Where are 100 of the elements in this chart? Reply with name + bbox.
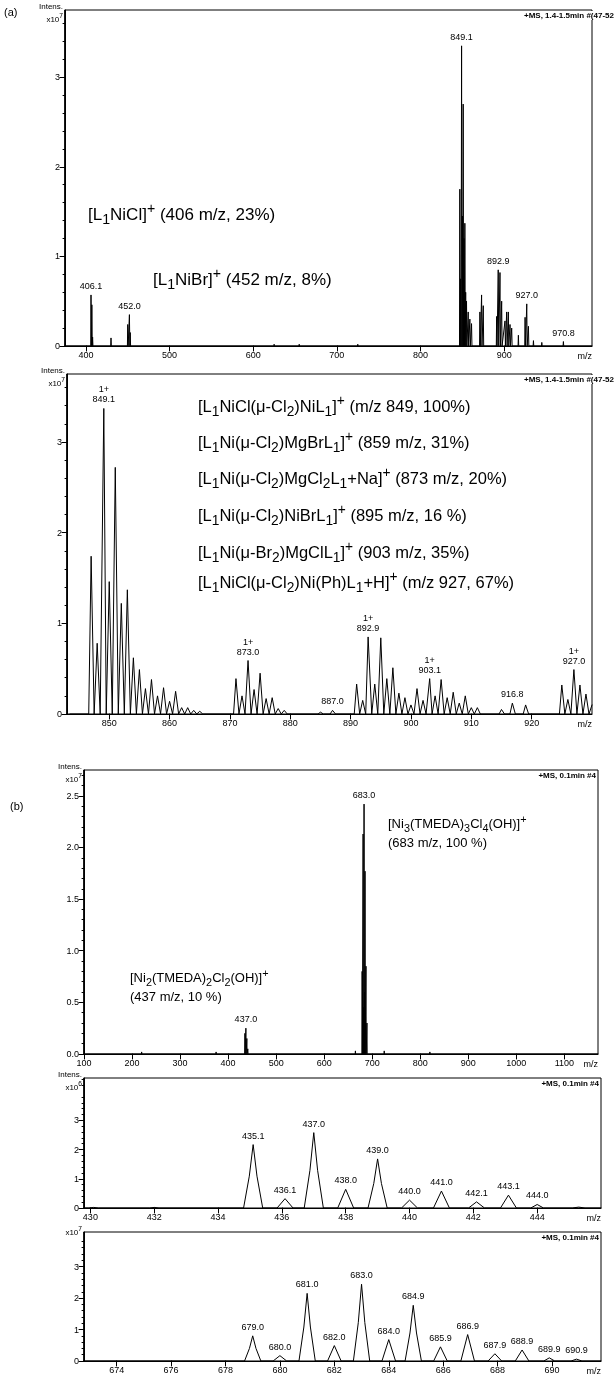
x-tick-label: 438 — [338, 1211, 354, 1222]
chart-title: (a) — [4, 6, 18, 18]
x-tick-label: 700 — [329, 349, 345, 360]
annotation: 438.0 — [334, 1175, 357, 1186]
y-tick-label: 1.0 — [66, 945, 79, 956]
y-tick-label: 0.5 — [66, 997, 79, 1008]
annotation: 1+ 927.0 — [562, 645, 586, 666]
y-tick-label: 1 — [54, 251, 60, 262]
annotation: 684.0 — [377, 1325, 401, 1336]
annotation: 1+ 903.1 — [418, 654, 441, 675]
y-tick-label: 1 — [73, 1173, 79, 1184]
x-axis-title: m/z — [586, 1212, 602, 1223]
annotation: [L$_{1}$NiCl]$^{+}$ (406 m/z, 23%) — [88, 200, 276, 229]
x-tick-label: 690 — [544, 1364, 560, 1375]
x-tick-label: 900 — [496, 349, 512, 360]
annotation: +MS, 1.4-1.5min #(47-52 — [523, 375, 614, 384]
y-tick-label: 2 — [56, 527, 62, 538]
x-tick-label: 400 — [220, 1057, 236, 1068]
y-tick-label: 3 — [73, 1261, 79, 1272]
y-axis-title: Intens. x10$^{7}$ — [57, 762, 82, 784]
x-tick-label: 676 — [163, 1364, 179, 1375]
y-tick-label: 1 — [56, 618, 62, 629]
text: [L$_{1}$NiCl(μ-Cl$_{2}$)NiL$_{1}$]$^{+}$ (m/z 849, 100%) — [198, 393, 471, 419]
x-tick-label: 850 — [101, 717, 117, 728]
x-tick-label: 432 — [146, 1211, 162, 1222]
x-tick-label: 682 — [326, 1364, 342, 1375]
text: [L$_{1}$Ni(μ-Cl$_{2}$)NiBrL$_{1}$]$^{+}$ (895 m/z, 16 %) — [198, 502, 467, 528]
y-tick-label: 3 — [54, 72, 60, 83]
annotation: 685.9 — [429, 1332, 452, 1343]
x-tick-label: 434 — [210, 1211, 226, 1222]
annotation: 970.8 — [552, 327, 575, 338]
text: [Ni$_{3}$(TMEDA)$_{3}$Cl$_{4}$(OH)]$^{+}$ (683 m/z, 100 %) — [388, 813, 527, 850]
x-tick-label: 680 — [272, 1364, 288, 1375]
annotation: 440.0 — [398, 1186, 421, 1197]
x-axis-title: m/z — [586, 1365, 602, 1375]
annotation: 687.9 — [483, 1339, 507, 1350]
annotation: 683.0 — [352, 790, 376, 801]
annotation: 1+ 892.9 — [356, 612, 380, 633]
x-tick-label: 688 — [490, 1364, 506, 1375]
y-tick-label: 0 — [73, 1203, 79, 1213]
annotation: 437.0 — [302, 1118, 326, 1129]
annotation: 689.9 — [538, 1343, 561, 1354]
annotation: [L$_{1}$NiBr]$^{+}$ (452 m/z, 8%) — [153, 265, 332, 294]
annotation: 452.0 — [118, 300, 141, 311]
annotation: +MS, 0.1min #4 — [541, 1079, 599, 1088]
annotation: 444.0 — [525, 1190, 549, 1201]
x-tick-label: 200 — [124, 1057, 140, 1068]
x-axis-title: m/z — [577, 718, 593, 729]
x-tick-label: 500 — [268, 1057, 284, 1068]
annotation: 442.1 — [465, 1187, 488, 1198]
x-tick-label: 674 — [109, 1364, 125, 1375]
annotation: 439.0 — [366, 1144, 389, 1155]
y-tick-label: 3 — [73, 1115, 79, 1126]
x-tick-label: 700 — [364, 1057, 380, 1068]
x-tick-label: 900 — [460, 1057, 476, 1068]
annotation: +MS, 0.1min #4 — [541, 1233, 599, 1242]
y-tick-label: 2 — [73, 1293, 79, 1304]
text: (b) — [10, 800, 24, 812]
x-tick-label: 436 — [274, 1211, 290, 1222]
x-tick-label: 400 — [78, 349, 94, 360]
annotation: 684.9 — [401, 1291, 425, 1302]
x-tick-label: 444 — [529, 1211, 545, 1222]
x-tick-label: 890 — [343, 717, 359, 728]
y-tick-label: 2 — [54, 161, 60, 172]
annotation: 686.9 — [456, 1320, 479, 1331]
y-axis-title: Intens. x10$^{7}$ — [38, 2, 63, 24]
x-tick-label: 684 — [381, 1364, 397, 1375]
x-tick-label: 686 — [435, 1364, 451, 1375]
annotation: 443.1 — [497, 1181, 520, 1192]
annotation: 679.0 — [241, 1321, 264, 1332]
y-tick-label: 2.5 — [66, 790, 79, 801]
x-tick-label: 430 — [82, 1211, 98, 1222]
annotation: 927.0 — [515, 289, 539, 300]
y-axis-title: Intens. x10$^{7}$ — [40, 366, 65, 388]
text: [L$_{1}$NiCl(μ-Cl$_{2}$)Ni(Ph)L$_{1}$+H]$^{+}$ (m/z 927, 67%) — [198, 569, 515, 595]
text: [L$_{1}$Ni(μ-Cl$_{2}$)MgBrL$_{1}$]$^{+}$ (859 m/z, 31%) — [198, 429, 470, 455]
x-tick-label: 442 — [465, 1211, 481, 1222]
annotation: 680.0 — [268, 1341, 292, 1352]
y-axis-title: x10$^{7}$ — [64, 1224, 82, 1237]
annotation: 1+ 849.1 — [92, 384, 116, 405]
annotation: 683.0 — [350, 1270, 373, 1281]
x-tick-label: 920 — [524, 717, 540, 728]
x-tick-label: 860 — [162, 717, 178, 728]
y-tick-label: 2 — [73, 1144, 79, 1155]
annotation: 436.1 — [273, 1184, 297, 1195]
x-tick-label: 910 — [463, 717, 479, 728]
y-tick-label: 0.0 — [66, 1049, 79, 1059]
annotation: 892.9 — [486, 255, 510, 266]
x-tick-label: 500 — [162, 349, 178, 360]
text: [L$_{1}$Ni(μ-Br$_{2}$)MgClL$_{1}$]$^{+}$ (903 m/z, 35%) — [198, 539, 470, 565]
x-tick-label: 1000 — [506, 1057, 527, 1068]
y-tick-label: 3 — [56, 437, 62, 447]
x-tick-label: 678 — [217, 1364, 234, 1375]
annotation: 690.9 — [565, 1345, 588, 1356]
annotation: +MS, 0.1min #4 — [538, 771, 596, 780]
annotation: +MS, 1.4-1.5min #(47-52 — [523, 11, 614, 20]
annotation: 849.1 — [450, 31, 473, 42]
annotation: 435.1 — [241, 1130, 265, 1141]
text: [L$_{1}$Ni(μ-Cl$_{2}$)MgCl$_{2}$L$_{1}$+Na]$^{+}$ (873 m/z, 20%) — [198, 465, 508, 491]
x-tick-label: 800 — [412, 1057, 428, 1068]
